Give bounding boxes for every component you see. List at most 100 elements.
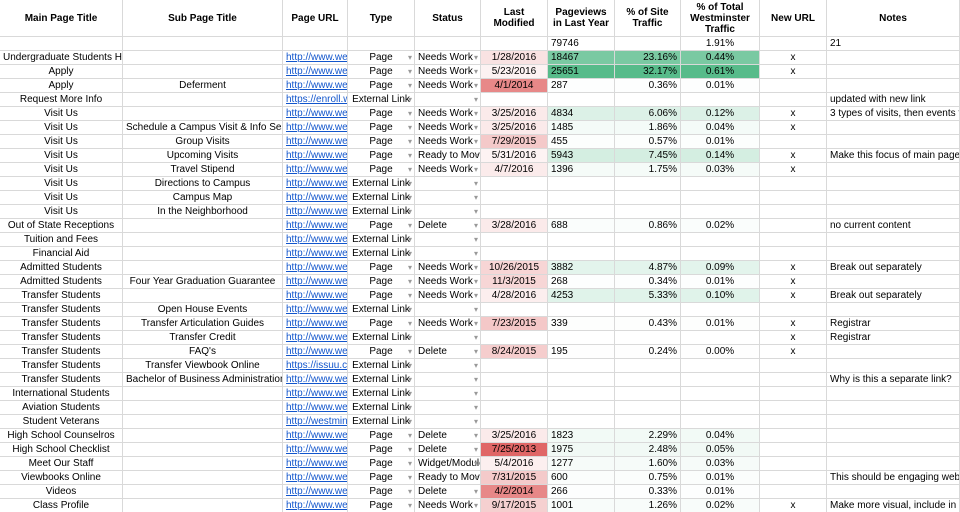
new-url [760,471,827,485]
new-url [760,429,827,443]
site-traffic: 23.16% [615,51,681,65]
page-url[interactable]: http://www.west [283,429,348,443]
type: Page [348,471,415,485]
page-url[interactable]: http://www.west [283,149,348,163]
type: Page [348,429,415,443]
main-title: Transfer Students [0,317,123,331]
data-row: Undergraduate Students Home http://www.we… [0,51,960,65]
total-traffic: 0.01% [681,135,760,149]
page-url[interactable]: http://www.west [283,135,348,149]
page-url[interactable]: http://www.west [283,261,348,275]
page-url[interactable]: http://www.west [283,317,348,331]
page-url[interactable]: http://www.west [283,499,348,512]
sub-title: Schedule a Campus Visit & Info Session [123,121,283,135]
page-url[interactable]: http://www.west [283,373,348,387]
new-url [760,135,827,149]
total-traffic: 0.00% [681,345,760,359]
last-modified [481,37,548,51]
pageviews: 1485 [548,121,615,135]
type: Page [348,219,415,233]
total-traffic [681,205,760,219]
page-url[interactable]: http://www.west [283,345,348,359]
page-url[interactable]: http://www.west [283,247,348,261]
status: Ready to Move [415,471,481,485]
new-url: x [760,261,827,275]
page-url[interactable]: https://issuu.co [283,359,348,373]
main-title: Visit Us [0,205,123,219]
last-modified: 7/25/2013 [481,443,548,457]
page-url[interactable]: http://www.west [283,289,348,303]
pageviews: 455 [548,135,615,149]
page-url[interactable]: http://www.west [283,401,348,415]
page-url[interactable]: http://www.west [283,457,348,471]
site-traffic [615,401,681,415]
column-header: New URL [760,0,827,37]
pageviews: 1277 [548,457,615,471]
type: External Link [348,359,415,373]
page-url[interactable]: http://www.west [283,51,348,65]
pageviews: 3882 [548,261,615,275]
notes [827,387,960,401]
new-url [760,359,827,373]
pageviews: 287 [548,79,615,93]
page-url[interactable]: http://www.west [283,191,348,205]
site-traffic: 32.17% [615,65,681,79]
page-url[interactable]: http://www.west [283,471,348,485]
page-url[interactable]: http://www.west [283,219,348,233]
notes [827,65,960,79]
type: Page [348,107,415,121]
page-url[interactable]: http://www.west [283,107,348,121]
total-traffic: 0.02% [681,499,760,512]
page-url[interactable]: http://www.west [283,205,348,219]
main-title: Apply [0,65,123,79]
main-title: Visit Us [0,177,123,191]
data-row: Transfer Students Open House Events http:/… [0,303,960,317]
main-title: Visit Us [0,149,123,163]
page-url[interactable]: http://www.west [283,443,348,457]
total-traffic [681,303,760,317]
notes [827,275,960,289]
new-url [760,401,827,415]
data-row: Visit Us http://www.westPageNeeds Work3/2… [0,107,960,121]
last-modified [481,331,548,345]
site-traffic [615,387,681,401]
status [415,233,481,247]
pageviews: 266 [548,485,615,499]
new-url: x [760,331,827,345]
new-url [760,457,827,471]
total-traffic: 0.01% [681,485,760,499]
data-row: Meet Our Staff http://www.westPageWidget/… [0,457,960,471]
status [415,387,481,401]
last-modified [481,177,548,191]
type: External Link [348,415,415,429]
page-url[interactable]: http://www.west [283,485,348,499]
site-traffic [615,37,681,51]
page-url[interactable]: http://www.west [283,387,348,401]
new-url: x [760,163,827,177]
page-url[interactable]: https://enroll.we [283,93,348,107]
data-row: Videos http://www.westPageDelete4/2/20142… [0,485,960,499]
page-url[interactable]: http://westminst [283,415,348,429]
page-url[interactable]: http://www.west [283,163,348,177]
site-traffic: 1.26% [615,499,681,512]
status: Needs Work [415,121,481,135]
site-traffic: 0.43% [615,317,681,331]
site-traffic: 0.24% [615,345,681,359]
page-url[interactable]: http://www.west [283,79,348,93]
page-url[interactable]: http://www.west [283,65,348,79]
page-url[interactable]: http://www.west [283,331,348,345]
page-url[interactable]: http://www.west [283,303,348,317]
pageviews [548,191,615,205]
page-url[interactable]: http://www.west [283,275,348,289]
type: Page [348,65,415,79]
main-title: High School Checklist [0,443,123,457]
page-url[interactable]: http://www.west [283,121,348,135]
sub-title [123,443,283,457]
type: Page [348,443,415,457]
page-url[interactable]: http://www.west [283,177,348,191]
status: Needs Work [415,261,481,275]
status [415,401,481,415]
page-url[interactable]: http://www.west [283,233,348,247]
total-traffic: 0.03% [681,163,760,177]
